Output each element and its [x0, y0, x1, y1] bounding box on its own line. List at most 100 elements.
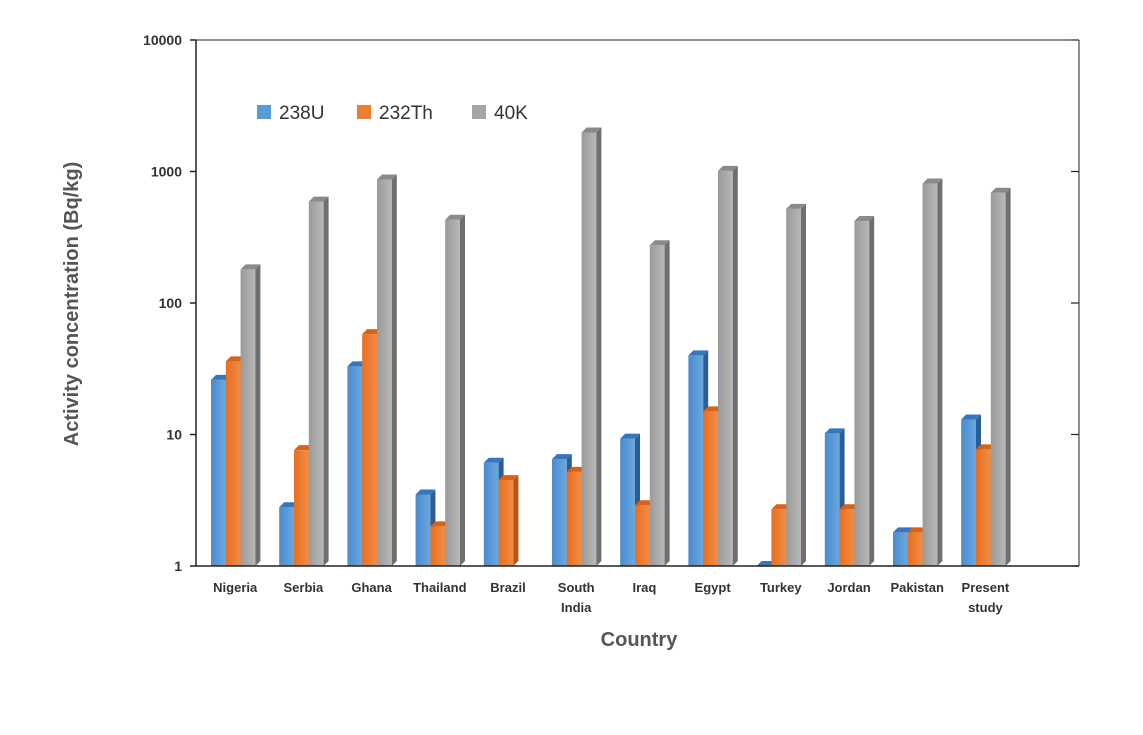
bar-top — [498, 475, 519, 481]
bar-40K-11 — [990, 187, 1011, 566]
bar-face — [347, 366, 363, 566]
bar-face — [922, 183, 938, 566]
x-category-label: Turkey — [760, 580, 802, 595]
bar-face — [566, 471, 582, 566]
bar-face — [893, 532, 908, 566]
x-category-label: Brazil — [490, 580, 525, 595]
bar-40K-9 — [854, 216, 875, 566]
bar-face — [308, 201, 324, 566]
bar-side — [323, 196, 329, 566]
bar-face — [294, 450, 309, 566]
bar-40K-7 — [718, 165, 738, 566]
x-category-label: Jordan — [827, 580, 870, 595]
x-category-label: Iraq — [632, 580, 656, 595]
x-categories: Nigeria Serbia Ghana Thailand Brazil South Ind… — [213, 580, 1010, 615]
x-category-label: Present study — [962, 580, 1010, 615]
bar-top — [961, 414, 981, 420]
bar-face — [718, 170, 733, 566]
bar-face — [961, 419, 976, 566]
bar-232Th-4 — [498, 475, 519, 566]
bar-side — [937, 178, 943, 566]
bar-top — [377, 174, 397, 180]
legend-label-232Th: 232Th — [379, 103, 433, 124]
bar-side — [869, 216, 875, 566]
bar-top — [308, 196, 329, 202]
x-category-label: Ghana — [351, 580, 392, 595]
y-tick-label: 10 — [166, 427, 182, 443]
bar-40K-5 — [581, 127, 602, 566]
legend-label-238U: 238U — [279, 103, 324, 124]
bar-face — [362, 334, 377, 566]
bar-top — [649, 240, 670, 246]
bar-face — [771, 509, 787, 566]
legend-swatch-40K — [472, 105, 486, 119]
bars-layer — [211, 127, 1011, 567]
legend-swatch-232Th — [357, 105, 371, 119]
bar-side — [801, 203, 806, 566]
bar-face — [635, 505, 650, 566]
bar-face — [415, 494, 431, 566]
legend-label-40K: 40K — [494, 103, 528, 124]
bar-top — [824, 428, 845, 434]
bar-top — [445, 214, 465, 220]
bar-40K-1 — [308, 196, 329, 566]
bar-face — [907, 532, 923, 566]
bar-40K-10 — [922, 178, 943, 566]
bar-top — [922, 178, 943, 184]
x-category-label: Thailand — [413, 580, 467, 595]
bar-face — [688, 355, 704, 566]
bar-top — [581, 127, 602, 133]
bar-face — [703, 411, 718, 566]
x-category-label: South India — [558, 580, 595, 615]
bar-top — [240, 264, 261, 270]
bar-side — [391, 174, 397, 566]
bar-face — [279, 507, 294, 566]
bar-face — [483, 462, 499, 566]
bar-top — [483, 457, 504, 463]
bar-40K-2 — [377, 174, 397, 566]
legend: 238U 232Th 40K — [257, 103, 528, 124]
x-axis-title: Country — [601, 629, 679, 651]
bar-face — [786, 208, 801, 566]
bar-side — [460, 214, 465, 566]
bar-side — [596, 127, 602, 566]
bar-face — [377, 179, 392, 566]
y-tick-label: 1 — [174, 558, 182, 574]
x-category-label: Egypt — [695, 580, 732, 595]
y-tick-label: 10000 — [143, 32, 182, 48]
bar-face — [990, 192, 1006, 566]
y-ticks: 1 10 100 1000 10000 — [143, 32, 1079, 574]
bar-top — [688, 350, 709, 356]
bar-40K-8 — [786, 203, 806, 566]
bar-top — [552, 454, 572, 460]
bar-40K-3 — [445, 214, 465, 566]
bar-top — [415, 489, 436, 495]
bar-face — [211, 379, 226, 566]
bar-face — [430, 526, 446, 566]
bar-top — [854, 216, 875, 222]
x-category-label: Pakistan — [890, 580, 944, 595]
bar-face — [976, 449, 991, 566]
legend-swatch-238U — [257, 105, 271, 119]
bar-top — [620, 433, 640, 439]
bar-face — [225, 361, 241, 566]
bar-side — [664, 240, 670, 566]
y-tick-label: 1000 — [151, 164, 182, 180]
y-axis-title: Activity concentration (Bq/kg) — [61, 162, 83, 446]
bar-top — [718, 165, 738, 171]
bar-side — [1005, 187, 1011, 566]
bar-face — [240, 269, 256, 566]
bar-top — [786, 203, 806, 209]
x-category-label: Serbia — [284, 580, 325, 595]
bar-top — [990, 187, 1011, 193]
bar-side — [255, 264, 261, 566]
y-tick-label: 100 — [159, 295, 183, 311]
bar-face — [824, 433, 840, 566]
bar-face — [854, 221, 870, 566]
bar-face — [620, 438, 635, 566]
bar-face — [552, 459, 567, 566]
bar-side — [513, 475, 519, 566]
bar-top — [893, 527, 913, 533]
bar-face — [445, 219, 460, 566]
